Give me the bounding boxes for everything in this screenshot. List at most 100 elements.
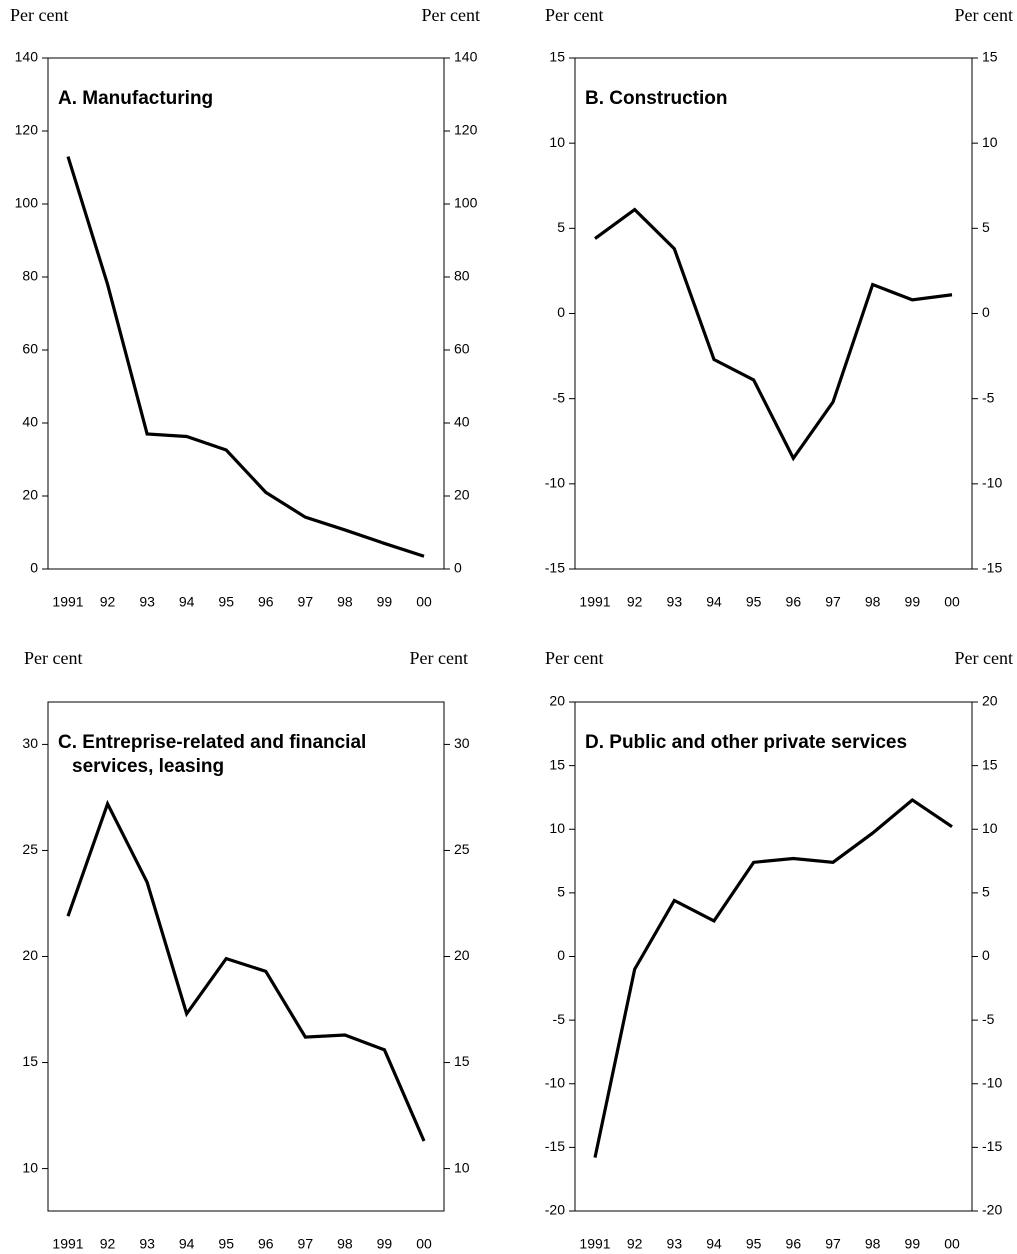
y2-tick-label: 15 [982, 49, 998, 65]
panel-title: C. Entreprise-related and financial serv… [58, 732, 367, 777]
y2-tick-label: 20 [454, 487, 470, 503]
y2-tick-label: -15 [982, 560, 1002, 576]
y2-tick-label: -20 [982, 1202, 1002, 1218]
y2-axis-label: Per cent [422, 5, 480, 25]
y2-axis-label: Per cent [955, 648, 1013, 668]
x-tick-label: 95 [218, 1236, 234, 1252]
y2-tick-label: 0 [982, 304, 990, 320]
x-tick-label: 96 [786, 594, 802, 610]
y-tick-label: 20 [22, 487, 38, 503]
y-tick-label: 140 [15, 49, 39, 65]
x-tick-label: 94 [706, 1236, 722, 1252]
x-tick-label: 95 [746, 594, 762, 610]
y-tick-label: 20 [549, 693, 565, 709]
y2-tick-label: 10 [982, 134, 998, 150]
x-tick-label: 98 [865, 1236, 881, 1252]
y2-tick-label: 60 [454, 341, 470, 357]
x-tick-label: 00 [416, 594, 432, 610]
panel-title: B. Construction [585, 88, 728, 109]
y-tick-label: 0 [30, 560, 38, 576]
y2-tick-label: -5 [982, 389, 995, 405]
data-line [593, 797, 953, 1158]
panel-title: D. Public and other private services [585, 732, 908, 753]
y-axis-label: Per cent [545, 5, 603, 25]
y-tick-label: 15 [22, 1053, 38, 1069]
x-tick-label: 97 [298, 594, 314, 610]
y-tick-label: 10 [22, 1159, 38, 1175]
y2-tick-label: 30 [454, 735, 470, 751]
plot-frame [47, 57, 445, 570]
x-tick-label: 92 [627, 594, 643, 610]
x-tick-label: 98 [337, 1236, 353, 1252]
x-tick-label: 99 [377, 1236, 393, 1252]
y-tick-label: -10 [545, 1074, 565, 1090]
x-tick-label: 95 [218, 594, 234, 610]
data-line [66, 156, 425, 558]
y2-axis-label: Per cent [955, 5, 1013, 25]
y-tick-label: 0 [557, 304, 565, 320]
y2-tick-label: 0 [454, 560, 462, 576]
y2-tick-label: 25 [454, 841, 470, 857]
y2-tick-label: 20 [982, 693, 998, 709]
x-tick-label: 00 [944, 1236, 960, 1252]
x-tick-label: 95 [746, 1236, 762, 1252]
y2-tick-label: -5 [982, 1011, 995, 1027]
plot-frame [574, 57, 973, 570]
x-tick-label: 97 [298, 1236, 314, 1252]
x-tick-label: 93 [667, 594, 683, 610]
y2-tick-label: -10 [982, 475, 1002, 491]
x-tick-label: 93 [139, 1236, 155, 1252]
x-tick-label: 98 [337, 594, 353, 610]
x-tick-label: 92 [627, 1236, 643, 1252]
x-tick-label: 1991 [52, 1236, 83, 1252]
y-tick-label: 30 [22, 735, 38, 751]
y-tick-label: 40 [22, 414, 38, 430]
y-axis-label: Per cent [10, 5, 68, 25]
x-tick-label: 94 [706, 594, 722, 610]
y-tick-label: 5 [557, 884, 565, 900]
y2-tick-label: 15 [982, 756, 998, 772]
panel-title: A. Manufacturing [58, 88, 214, 109]
y-tick-label: 120 [15, 122, 39, 138]
y2-tick-label: 120 [454, 122, 478, 138]
x-tick-label: 00 [944, 594, 960, 610]
y-axis-label: Per cent [545, 648, 603, 668]
y-tick-label: 10 [549, 134, 565, 150]
x-tick-label: 99 [905, 1236, 921, 1252]
y2-tick-label: 15 [454, 1053, 470, 1069]
x-tick-label: 93 [667, 1236, 683, 1252]
y2-tick-label: 10 [982, 820, 998, 836]
x-tick-label: 1991 [579, 594, 610, 610]
x-tick-label: 93 [139, 594, 155, 610]
x-tick-label: 98 [865, 594, 881, 610]
y-tick-label: 10 [549, 820, 565, 836]
y-tick-label: 5 [557, 219, 565, 235]
y-tick-label: 80 [22, 268, 38, 284]
y-tick-label: 25 [22, 841, 38, 857]
y2-tick-label: -15 [982, 1138, 1002, 1154]
x-tick-label: 92 [100, 1236, 116, 1252]
y-tick-label: -10 [545, 475, 565, 491]
y-tick-label: 0 [557, 947, 565, 963]
y-tick-label: -15 [545, 1138, 565, 1154]
x-tick-label: 96 [258, 594, 274, 610]
y2-tick-label: -10 [982, 1074, 1002, 1090]
y2-tick-label: 10 [454, 1159, 470, 1175]
x-tick-label: 97 [825, 1236, 841, 1252]
y2-tick-label: 140 [454, 49, 478, 65]
y-tick-label: -20 [545, 1202, 565, 1218]
y2-tick-label: 20 [454, 947, 470, 963]
y-tick-label: 60 [22, 341, 38, 357]
y-tick-label: -5 [553, 389, 566, 405]
data-line [66, 799, 426, 1142]
x-tick-label: 00 [416, 1236, 432, 1252]
x-tick-label: 1991 [579, 1236, 610, 1252]
x-tick-label: 96 [786, 1236, 802, 1252]
y2-axis-label: Per cent [410, 648, 468, 668]
y2-tick-label: 40 [454, 414, 470, 430]
x-tick-label: 96 [258, 1236, 274, 1252]
plot-frame [574, 701, 973, 1212]
y-tick-label: 15 [549, 49, 565, 65]
y-tick-label: 20 [22, 947, 38, 963]
